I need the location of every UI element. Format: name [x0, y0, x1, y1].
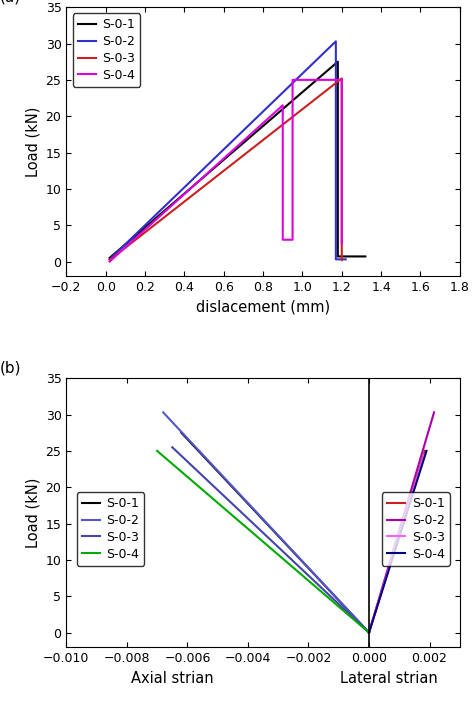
Line: S-0-3: S-0-3 [369, 454, 424, 633]
S-0-2 [333, 37, 339, 46]
Text: (b): (b) [0, 360, 21, 375]
S-0-1 [366, 628, 372, 637]
Legend: S-0-1, S-0-2, S-0-3, S-0-4: S-0-1, S-0-2, S-0-3, S-0-4 [382, 493, 450, 566]
S-0-4 [155, 446, 160, 455]
X-axis label: dislacement (mm): dislacement (mm) [196, 300, 330, 314]
Text: Axial strian: Axial strian [131, 672, 214, 687]
S-0-4 [280, 101, 285, 109]
S-0-1 [179, 429, 184, 437]
Line: S-0-1: S-0-1 [109, 62, 365, 258]
Legend: S-0-1, S-0-2, S-0-3, S-0-4: S-0-1, S-0-2, S-0-3, S-0-4 [73, 14, 140, 87]
Line: S-0-4: S-0-4 [369, 451, 427, 633]
Line: S-0-4: S-0-4 [157, 451, 369, 633]
S-0-1 [335, 58, 341, 66]
S-0-1 [363, 252, 368, 261]
S-0-3 [366, 628, 372, 637]
S-0-3 [366, 628, 372, 637]
S-0-1 [335, 252, 341, 261]
Line: S-0-1: S-0-1 [182, 433, 369, 633]
S-0-4 [280, 235, 285, 244]
Y-axis label: Load (kN): Load (kN) [25, 477, 40, 548]
S-0-3 [107, 256, 112, 265]
Text: Lateral strian: Lateral strian [340, 672, 438, 687]
Line: S-0-3: S-0-3 [109, 78, 342, 260]
S-0-4 [339, 75, 345, 84]
S-0-1 [107, 254, 112, 262]
Line: S-0-2: S-0-2 [109, 42, 346, 260]
S-0-1 [366, 628, 372, 637]
Line: S-0-1: S-0-1 [369, 451, 425, 633]
S-0-4 [290, 75, 295, 84]
S-0-4 [424, 446, 429, 455]
S-0-3 [421, 450, 427, 459]
S-0-3 [339, 256, 345, 265]
S-0-2 [107, 255, 112, 264]
Line: S-0-4: S-0-4 [109, 80, 342, 262]
Line: S-0-3: S-0-3 [172, 447, 369, 633]
S-0-1 [422, 446, 428, 455]
S-0-2 [333, 255, 339, 264]
S-0-3 [169, 443, 175, 452]
S-0-4 [366, 628, 372, 637]
S-0-2 [343, 255, 348, 264]
Text: (a): (a) [0, 0, 20, 4]
S-0-4 [290, 235, 295, 244]
S-0-4 [366, 628, 372, 637]
S-0-4 [107, 257, 112, 266]
S-0-3 [339, 74, 345, 83]
Y-axis label: Load (kN): Load (kN) [25, 106, 40, 177]
S-0-4 [339, 239, 345, 247]
